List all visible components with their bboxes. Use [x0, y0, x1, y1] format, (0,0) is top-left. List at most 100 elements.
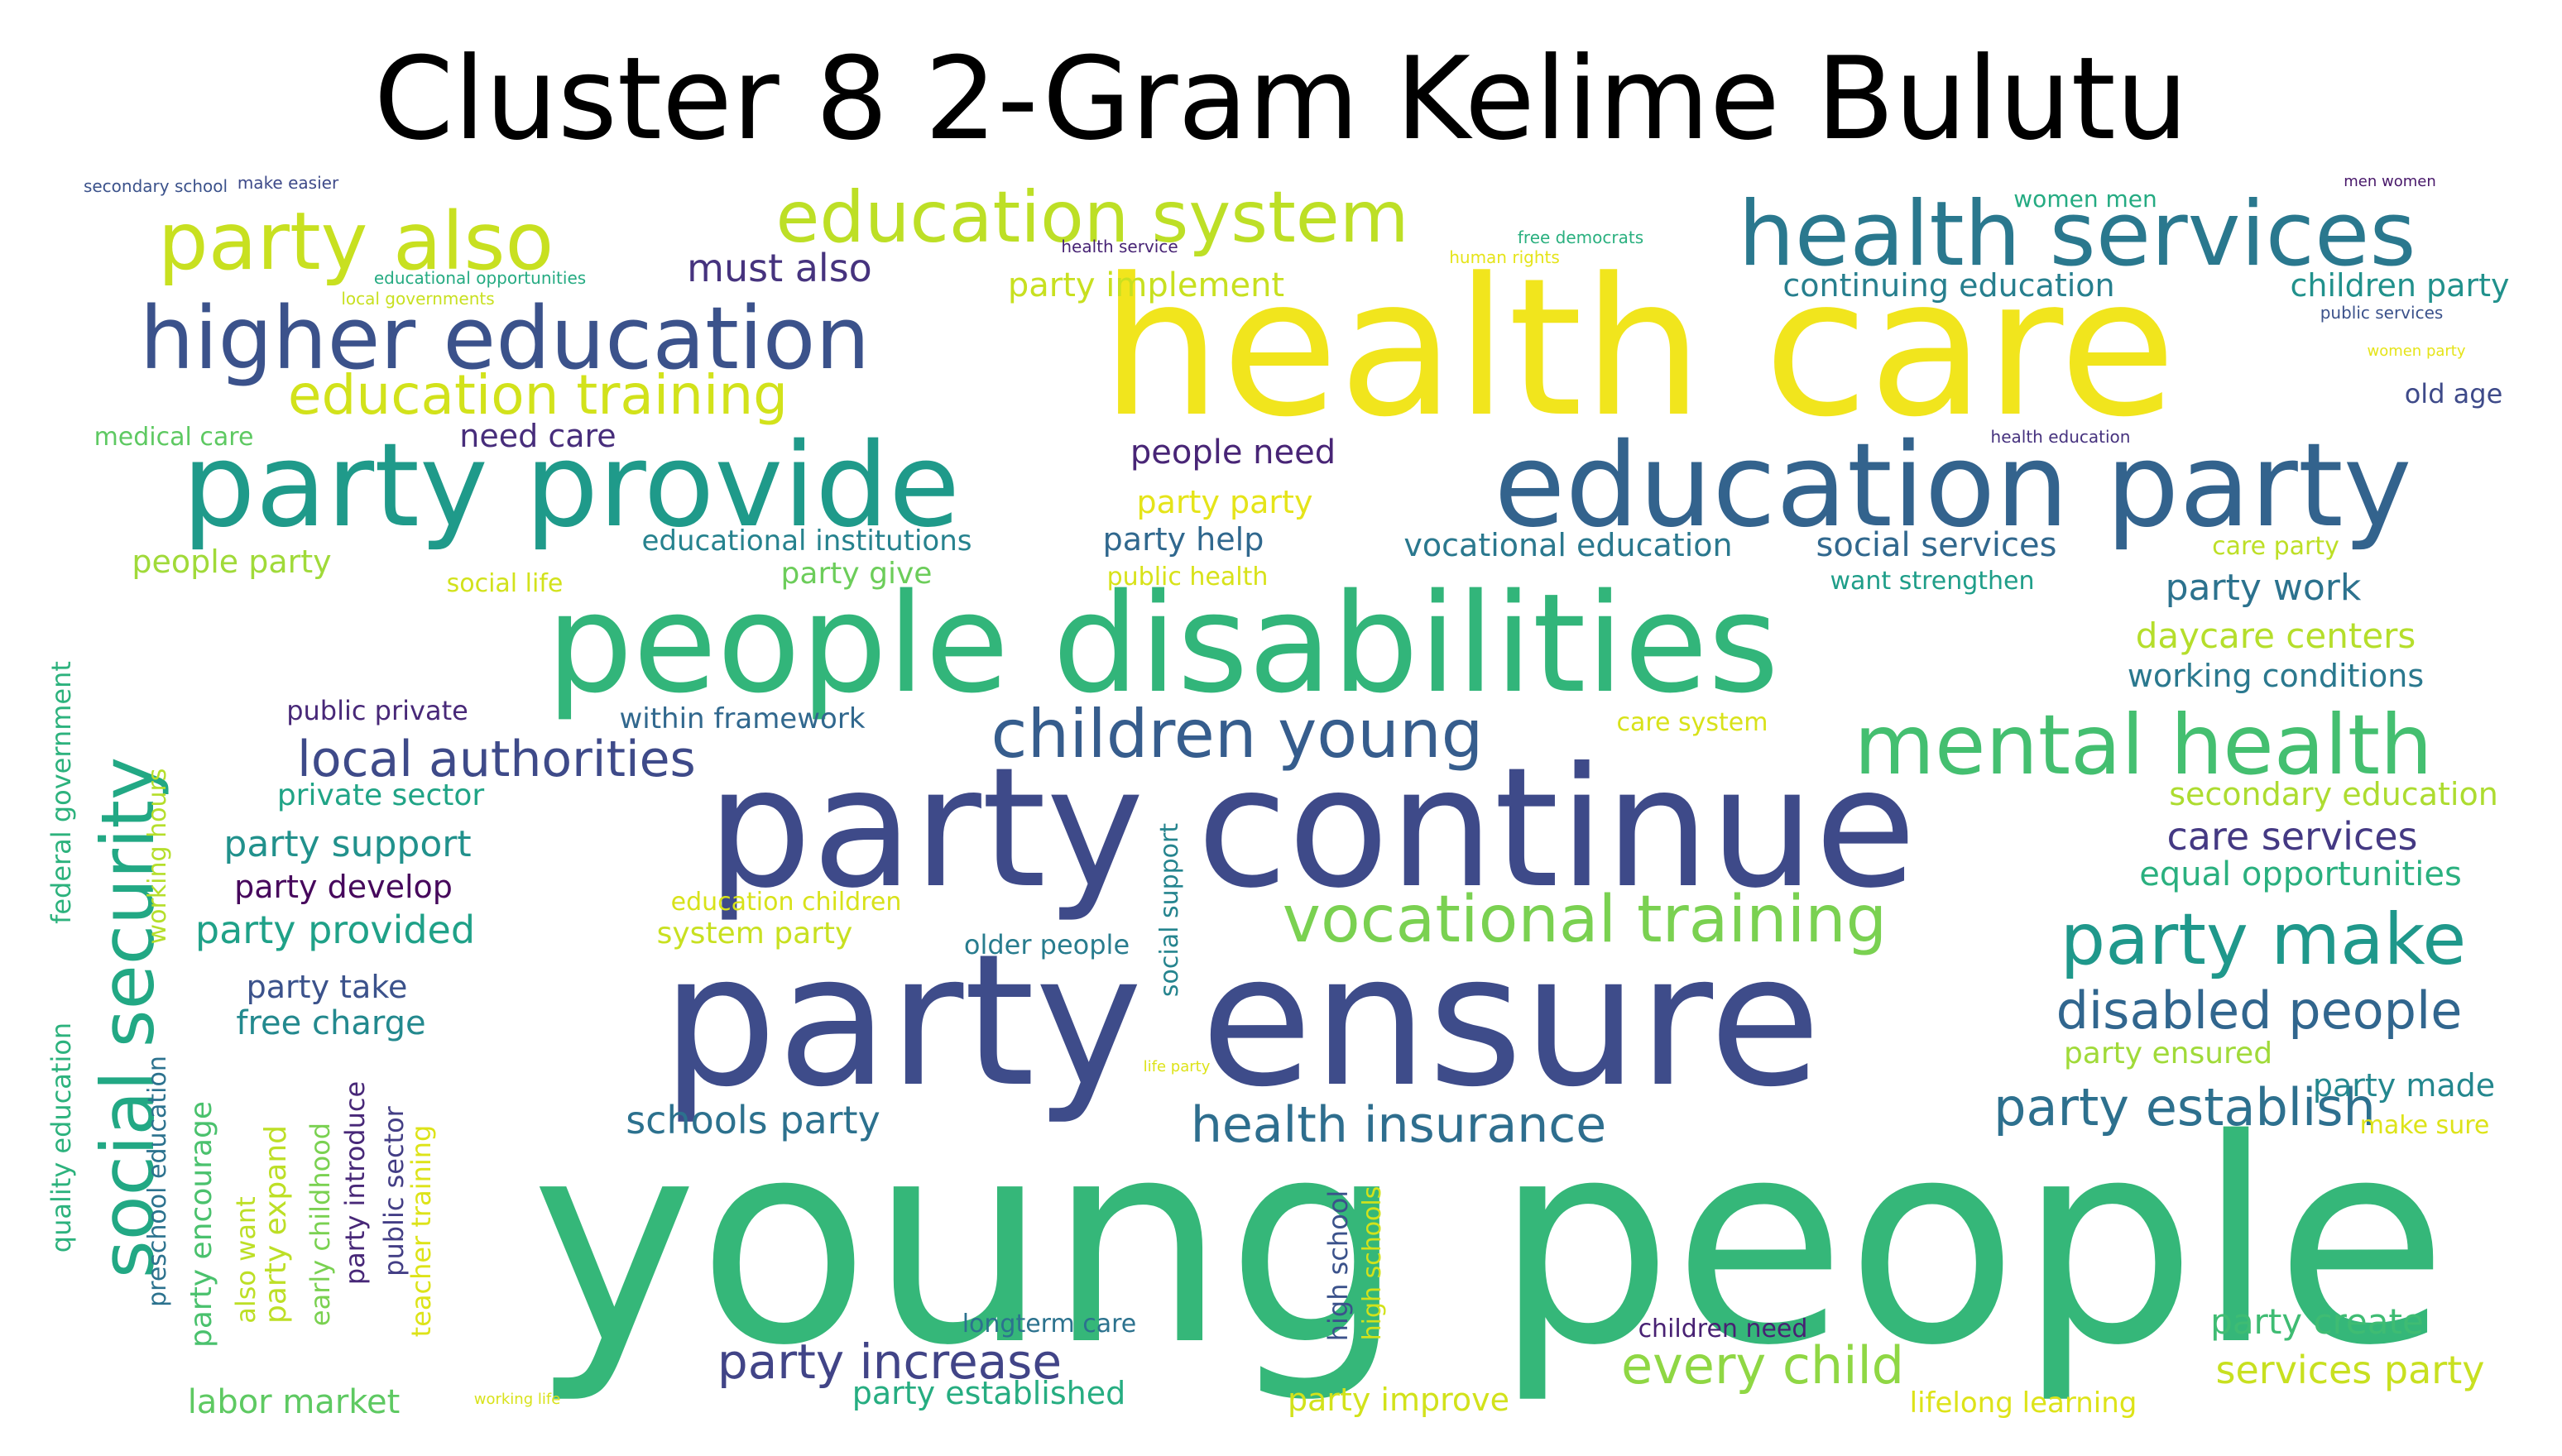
- cloud-word: care system: [1616, 708, 1768, 737]
- cloud-word: make easier: [237, 173, 339, 193]
- cloud-word: party introduce: [339, 1081, 371, 1285]
- cloud-word: higher education: [140, 288, 871, 389]
- cloud-word: local governments: [341, 289, 494, 309]
- cloud-word: must also: [687, 246, 872, 290]
- cloud-word: working life: [474, 1391, 561, 1408]
- cloud-word: equal opportunities: [2139, 855, 2462, 893]
- cloud-word: people need: [1130, 433, 1336, 472]
- cloud-word: services party: [2216, 1348, 2485, 1392]
- cloud-word: party give: [781, 557, 933, 591]
- cloud-word: old age: [2405, 378, 2503, 410]
- cloud-word: education children: [671, 888, 902, 917]
- cloud-word: education training: [288, 363, 788, 427]
- cloud-word: party support: [223, 823, 471, 865]
- cloud-word: early childhood: [305, 1123, 336, 1326]
- cloud-word: children young: [991, 696, 1484, 773]
- cloud-word: social security: [85, 757, 170, 1278]
- cloud-word: educational opportunities: [374, 268, 586, 288]
- cloud-word: party provide: [182, 419, 960, 553]
- cloud-word: working conditions: [2128, 658, 2424, 694]
- cloud-word: education party: [1494, 419, 2411, 553]
- cloud-word: party encourage: [185, 1101, 218, 1348]
- cloud-word: children need: [1638, 1315, 1808, 1343]
- cloud-word: medical care: [94, 423, 254, 452]
- cloud-word: schools party: [626, 1098, 880, 1142]
- cloud-word: health service: [1061, 237, 1178, 256]
- cloud-word: public health: [1107, 563, 1269, 592]
- cloud-word: health services: [1738, 183, 2416, 286]
- cloud-word: party create: [2210, 1301, 2424, 1342]
- cloud-word: party develop: [234, 869, 453, 905]
- cloud-word: women men: [2013, 185, 2157, 213]
- cloud-word: party also: [158, 195, 554, 288]
- cloud-word: party party: [1137, 484, 1313, 520]
- cloud-word: party improve: [1288, 1382, 1509, 1418]
- cloud-word: preschool education: [143, 1056, 172, 1307]
- cloud-word: women party: [2367, 342, 2465, 360]
- cloud-word: free charge: [236, 1004, 425, 1042]
- cloud-word: private sector: [277, 778, 485, 812]
- cloud-word: labor market: [188, 1383, 401, 1421]
- cloud-word: older people: [964, 929, 1130, 960]
- cloud-word: young people: [531, 1080, 2449, 1407]
- cloud-word: party provided: [195, 908, 475, 952]
- cloud-word: daycare centers: [2136, 615, 2416, 656]
- cloud-word: longterm care: [962, 1310, 1137, 1339]
- cloud-word: people disabilities: [546, 564, 1779, 723]
- cloud-word: mental health: [1854, 697, 2433, 793]
- cloud-word: party take: [247, 969, 408, 1005]
- cloud-word: public sector: [378, 1105, 410, 1276]
- cloud-word: party make: [2061, 898, 2467, 981]
- cloud-word: people party: [132, 544, 331, 580]
- cloud-word: quality education: [46, 1023, 77, 1252]
- cloud-word: every child: [1621, 1335, 1904, 1396]
- cloud-word: party ensure: [661, 915, 1821, 1127]
- cloud-word: party work: [2166, 567, 2362, 609]
- cloud-word: party ensured: [2064, 1037, 2272, 1070]
- cloud-word: make sure: [2360, 1111, 2490, 1140]
- cloud-word: want strengthen: [1830, 567, 2034, 596]
- cloud-word: party implement: [1008, 266, 1284, 304]
- cloud-word: party help: [1103, 521, 1264, 558]
- cloud-word: vocational training: [1283, 883, 1887, 957]
- cloud-word: party expand: [259, 1125, 293, 1324]
- cloud-word: need care: [459, 418, 616, 454]
- cloud-word: health insurance: [1191, 1096, 1606, 1154]
- cloud-word: secondary school: [84, 176, 228, 196]
- cloud-word: educational institutions: [641, 524, 972, 558]
- cloud-word: social services: [1816, 526, 2057, 564]
- cloud-word: health education: [1991, 427, 2131, 447]
- cloud-word: teacher training: [405, 1125, 437, 1338]
- cloud-word: party establish: [1993, 1077, 2376, 1138]
- cloud-word: vocational education: [1403, 527, 1732, 563]
- cloud-word: disabled people: [2056, 980, 2463, 1041]
- cloud-word: within framework: [619, 702, 865, 735]
- cloud-word: continuing education: [1782, 267, 2114, 304]
- cloud-word: lifelong learning: [1910, 1387, 2137, 1420]
- cloud-word: health care: [1101, 238, 2176, 459]
- cloud-word: human rights: [1449, 247, 1560, 267]
- cloud-word: life party: [1144, 1058, 1211, 1075]
- cloud-word: public services: [2320, 303, 2444, 323]
- cloud-word: secondary education: [2169, 776, 2498, 812]
- cloud-word: local authorities: [297, 730, 696, 788]
- cloud-word: men women: [2344, 173, 2436, 190]
- cloud-word: high school: [1322, 1190, 1354, 1342]
- cloud-word: system party: [657, 917, 853, 951]
- cloud-word: party increase: [717, 1334, 1062, 1390]
- cloud-word: education system: [776, 176, 1409, 259]
- page-title: Cluster 8 2-Gram Kelime Bulutu: [373, 32, 2189, 165]
- cloud-word: high schools: [1358, 1186, 1387, 1341]
- cloud-word: working hours: [143, 769, 172, 945]
- cloud-word: care party: [2212, 532, 2339, 561]
- cloud-word: free democrats: [1518, 228, 1643, 247]
- cloud-word: public private: [286, 695, 468, 726]
- cloud-word: party established: [852, 1375, 1125, 1411]
- cloud-word: social support: [1155, 823, 1184, 997]
- cloud-word: also want: [230, 1196, 261, 1324]
- cloud-word: party continue: [707, 732, 1917, 925]
- cloud-word: social life: [447, 569, 564, 598]
- cloud-word: children party: [2291, 267, 2510, 304]
- cloud-word: federal government: [46, 661, 77, 924]
